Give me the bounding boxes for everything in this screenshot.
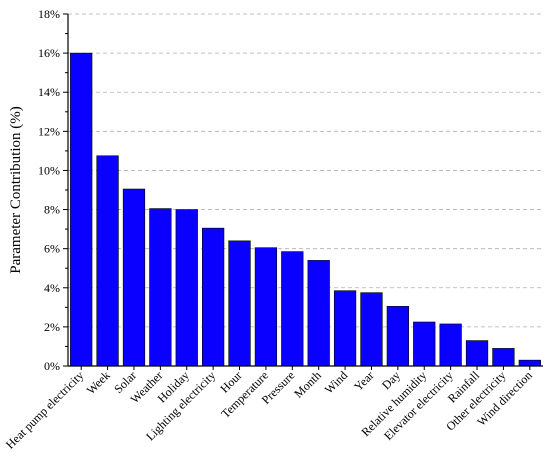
- x-tick-label: Month: [291, 368, 324, 401]
- y-tick-labels: 0% 2% 4% 6% 8% 10% 12% 14% 16% 18%: [38, 7, 60, 373]
- y-tick-label: 4%: [44, 281, 60, 295]
- axes: [63, 13, 543, 370]
- bar: [122, 188, 146, 367]
- y-tick-label: 14%: [38, 85, 60, 99]
- bar: [307, 260, 330, 367]
- bar: [175, 209, 198, 367]
- bar: [254, 247, 278, 367]
- bar: [518, 359, 541, 367]
- bar: [333, 290, 357, 367]
- y-tick-label: 12%: [38, 124, 60, 138]
- bar: [386, 306, 409, 367]
- y-tick-label: 10%: [38, 163, 60, 177]
- bar: [96, 155, 119, 367]
- x-tick-labels: Heat pump electricityWeekSolarWeatherHol…: [3, 368, 535, 452]
- x-tick-label: Heat pump electricity: [3, 368, 86, 451]
- y-tick-label: 8%: [44, 203, 60, 217]
- bar: [281, 251, 304, 367]
- gridlines: [68, 13, 543, 328]
- bar: [465, 340, 489, 367]
- y-tick-label: 6%: [44, 242, 60, 256]
- bar: [360, 292, 383, 367]
- bars: [70, 52, 541, 367]
- bar: [492, 348, 515, 367]
- bar: [149, 208, 172, 367]
- bar: [202, 227, 225, 367]
- x-tick-label: Wind: [322, 368, 350, 396]
- y-tick-label: 18%: [38, 7, 60, 21]
- bar: [70, 52, 93, 367]
- x-tick-label: Year: [351, 368, 377, 394]
- bar: [228, 240, 251, 367]
- bar: [439, 323, 462, 367]
- bar: [413, 321, 436, 367]
- x-tick-label: Week: [84, 368, 113, 397]
- y-tick-label: 0%: [44, 359, 60, 373]
- y-axis-title: Parameter Contribution (%): [8, 106, 24, 273]
- y-tick-label: 16%: [38, 46, 60, 60]
- y-tick-label: 2%: [44, 320, 60, 334]
